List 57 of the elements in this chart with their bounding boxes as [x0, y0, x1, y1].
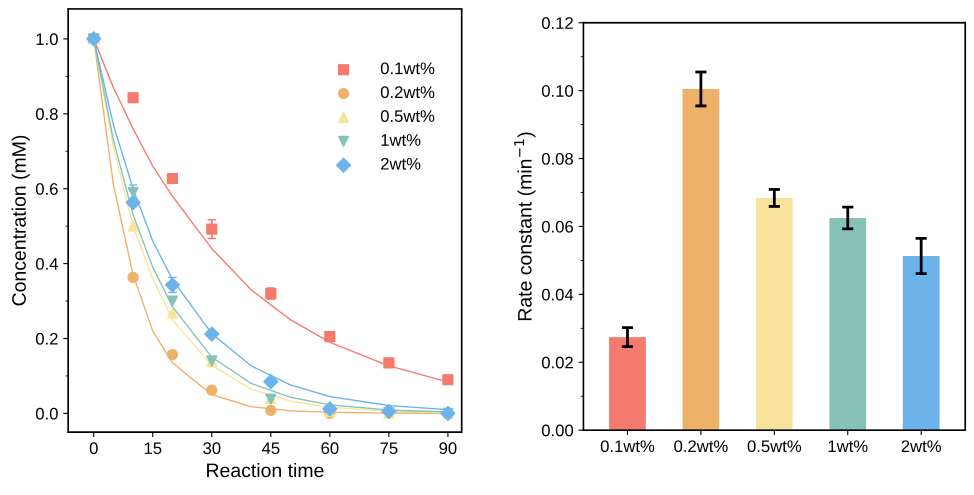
bar	[682, 88, 720, 430]
x-axis-title: Reaction time	[207, 462, 324, 478]
point	[166, 172, 178, 184]
point	[166, 307, 178, 319]
point	[86, 31, 102, 47]
y-tick-label: 0.06	[542, 220, 573, 233]
bar	[756, 198, 793, 430]
x-tick-label: 2wt%	[902, 440, 941, 452]
y-tick-label: 0.00	[542, 424, 574, 436]
legend-label: 0.1wt%	[380, 62, 434, 74]
x-tick-label: 75	[380, 442, 398, 454]
y-tick-label: 0.02	[542, 356, 573, 368]
point	[383, 357, 394, 368]
x-tick-label: 0.2wt%	[674, 440, 728, 452]
legend-label: 2wt%	[381, 158, 420, 170]
x-tick-label: 0.1wt%	[600, 440, 654, 452]
y-tick-label: 0.12	[542, 17, 573, 29]
x-tick-label: 0.5wt%	[748, 440, 802, 452]
point	[442, 374, 454, 386]
point	[125, 194, 141, 210]
point	[166, 295, 178, 307]
point	[166, 349, 178, 360]
y-tick-label: 0.4	[36, 258, 58, 270]
y-tick-label: 0.0	[36, 408, 58, 420]
y-tick-label: 0.6	[36, 183, 58, 195]
x-tick-label: 45	[262, 442, 280, 454]
point	[128, 220, 139, 232]
y-tick-label: 0.08	[542, 152, 573, 165]
point	[265, 404, 276, 416]
x-tick-label: 60	[321, 442, 338, 454]
x-tick-label: 90	[439, 442, 457, 454]
legend-label: 0.2wt%	[380, 86, 434, 98]
y-tick-label: 0.2	[36, 332, 58, 345]
y-axis-title: Rate constant (min$^{−1}$)	[514, 132, 536, 320]
bar	[902, 256, 940, 430]
point	[128, 92, 139, 104]
point	[128, 272, 139, 284]
y-tick-label: 0.8	[36, 108, 58, 120]
point	[381, 404, 397, 420]
bar	[829, 218, 866, 430]
y-tick-label: 0.04	[542, 288, 574, 301]
point	[440, 406, 456, 422]
x-tick-label: 15	[144, 442, 162, 454]
y-tick-label: 1.0	[36, 33, 58, 46]
x-tick-label: 30	[203, 442, 220, 454]
point	[322, 401, 338, 417]
point	[206, 384, 218, 396]
point	[263, 374, 278, 390]
bar	[609, 337, 646, 430]
point	[324, 331, 336, 342]
y-axis-title: Concentration (mM)	[12, 136, 30, 306]
legend-label: 1wt%	[381, 134, 420, 146]
y-tick-label: 0.10	[542, 85, 574, 97]
x-tick-label: 1wt%	[828, 440, 868, 452]
legend-label: 0.5wt%	[380, 110, 434, 122]
x-tick-label: 0	[90, 442, 98, 454]
point	[204, 326, 220, 342]
